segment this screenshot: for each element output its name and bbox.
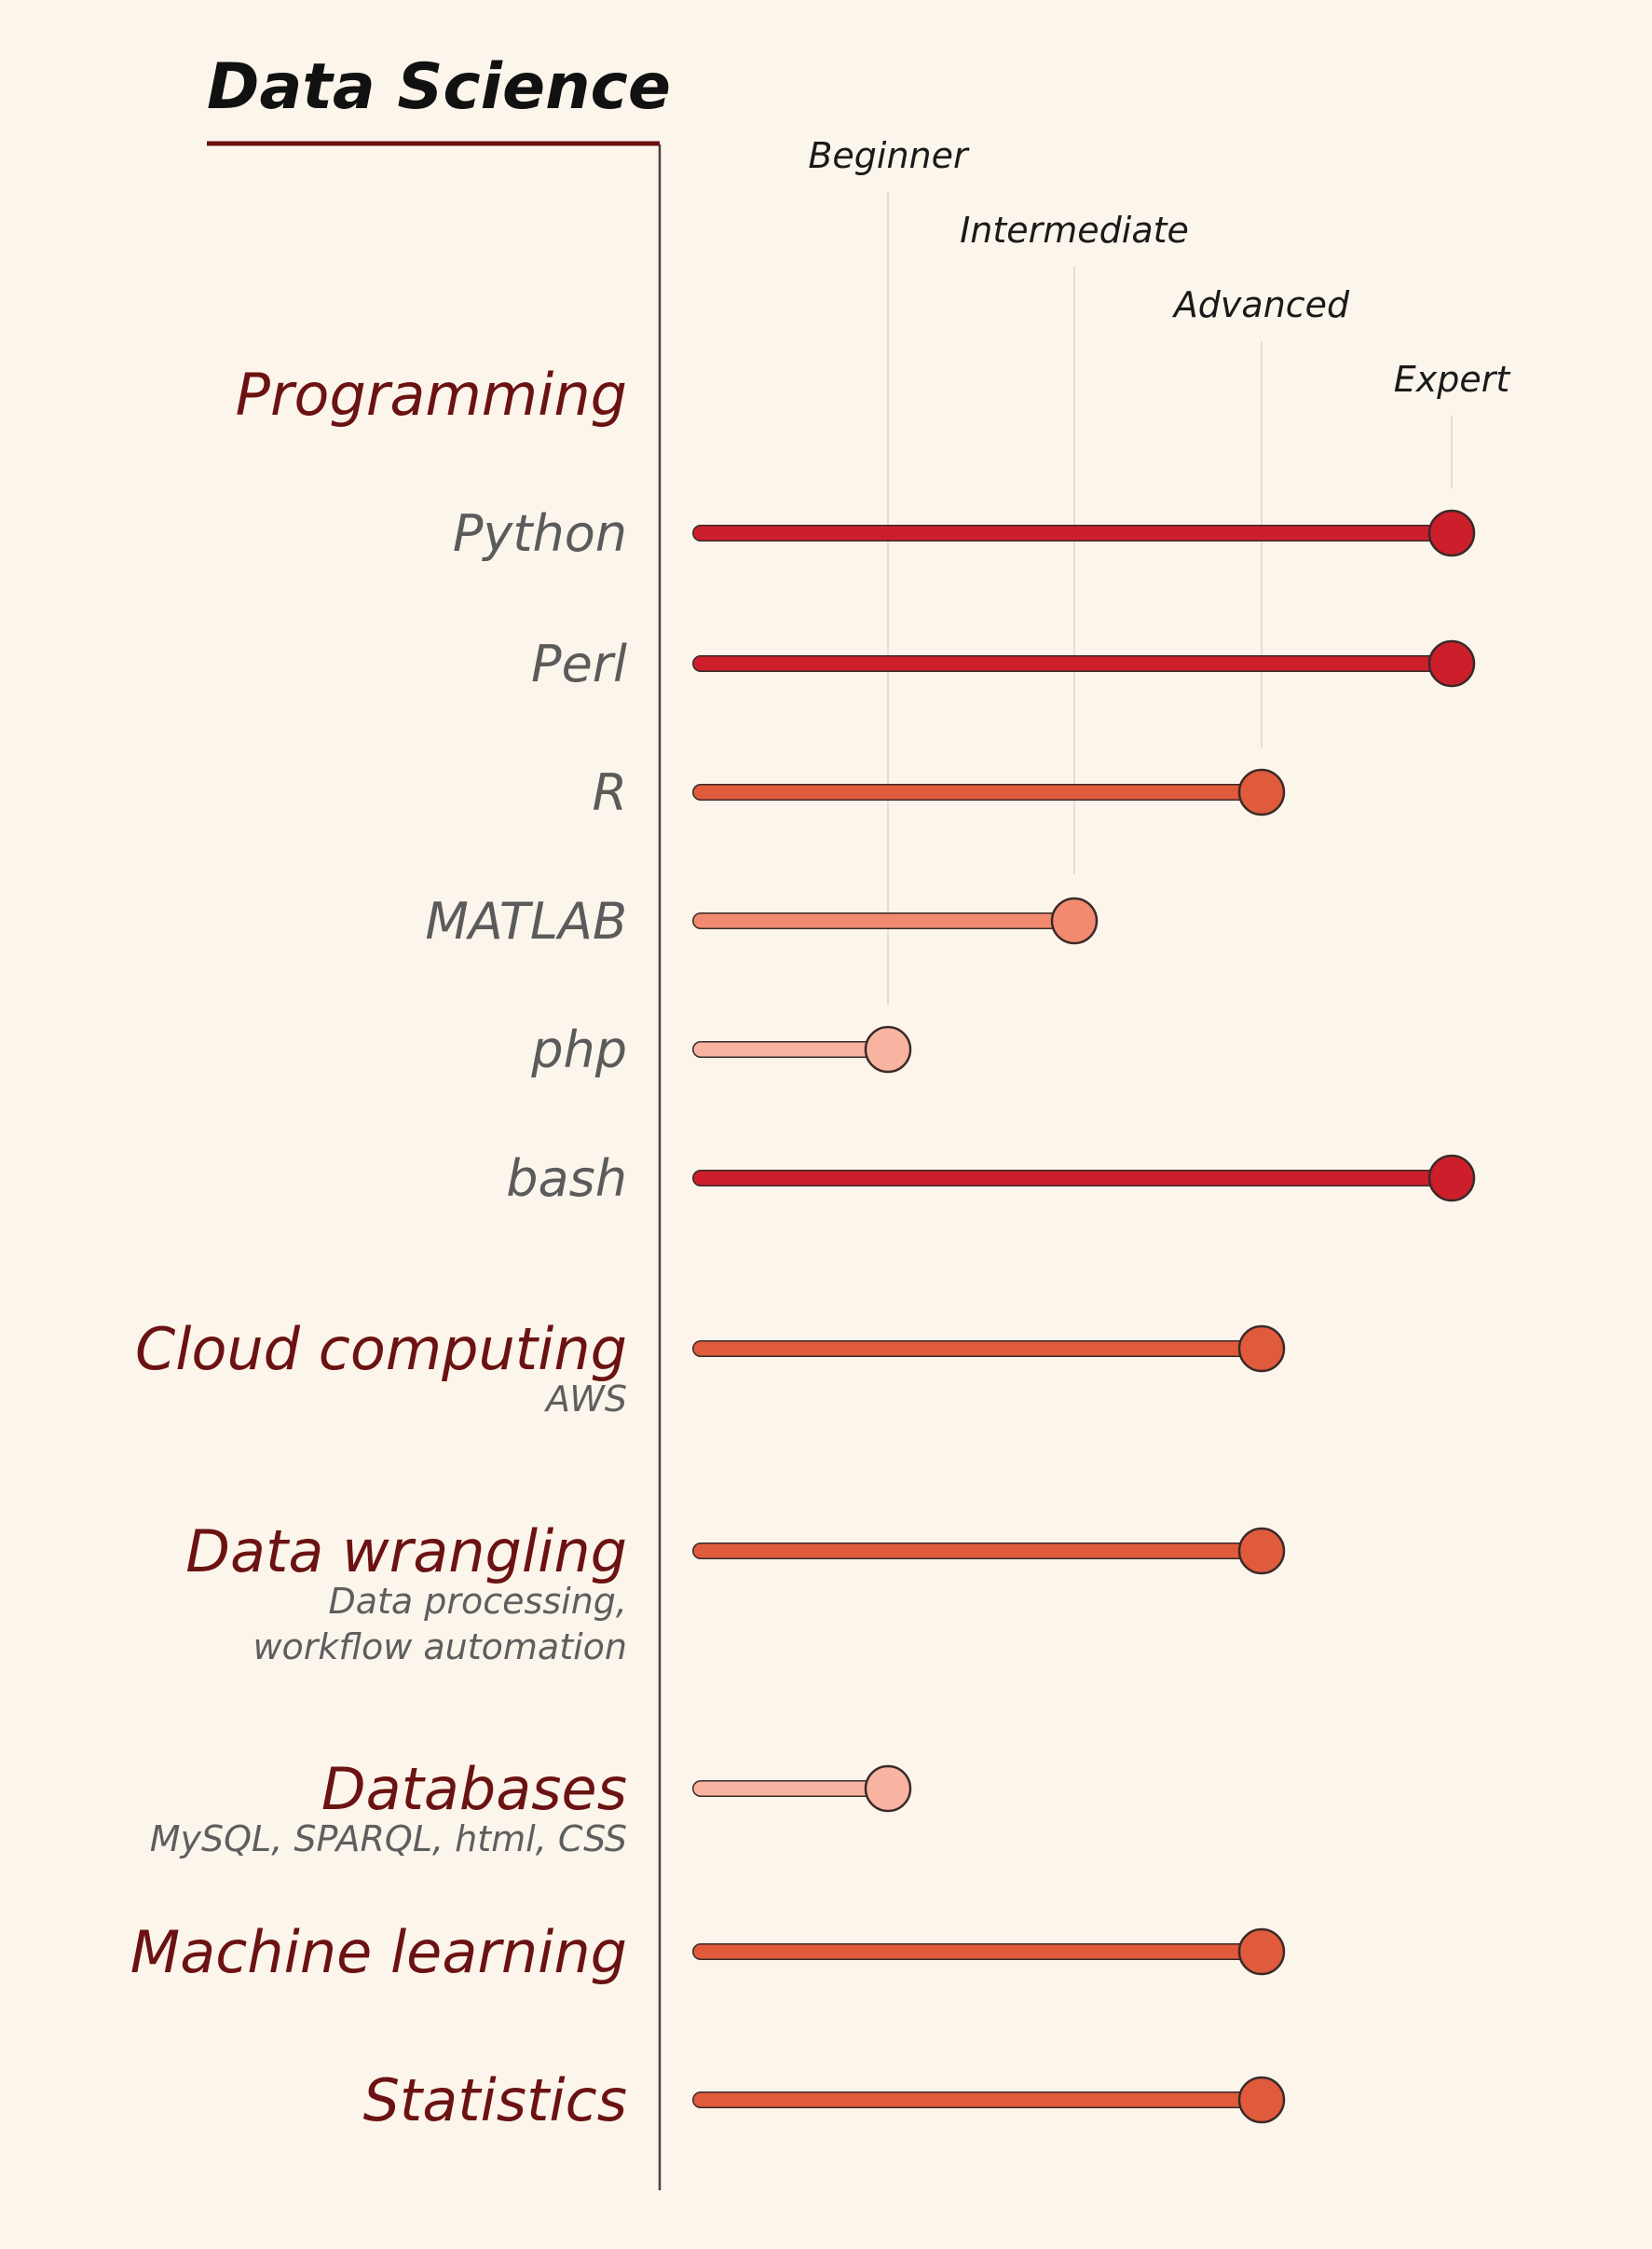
level-label-intermediate: Intermediate [960, 210, 1189, 251]
bar-dot [1427, 509, 1476, 557]
category-sublabel: Data processing, [328, 1581, 627, 1622]
bar-dot [1237, 2076, 1286, 2124]
bar-dot [1237, 1927, 1286, 1976]
row-programming: Programming [236, 361, 627, 429]
bar-dot [1050, 897, 1099, 945]
skill-label: Perl [531, 635, 627, 693]
row-python: Python [453, 504, 1476, 563]
level-label-beginner: Beginner [808, 135, 970, 176]
bar-dot [864, 1025, 912, 1074]
row-statistics: Statistics [363, 2066, 1286, 2134]
skill-label: php [530, 1021, 627, 1079]
bar-dot [1427, 639, 1476, 688]
row-php: php [530, 1021, 912, 1079]
category-label: Databases [321, 1755, 627, 1823]
row-r: R [592, 763, 1286, 822]
skill-label: bash [506, 1149, 627, 1208]
category-sublabel: AWS [543, 1378, 627, 1419]
category-sublabel: MySQL, SPARQL, html, CSS [150, 1818, 627, 1859]
skill-label: R [592, 763, 627, 822]
bar-dot [1237, 1527, 1286, 1575]
title-group: Data Science [207, 50, 671, 146]
bar-dot [1237, 1324, 1286, 1373]
category-label: Machine learning [130, 1918, 627, 1986]
row-matlab: MATLAB [425, 892, 1099, 951]
bar-dot [1237, 768, 1286, 816]
skill-label: Python [453, 504, 627, 563]
category-label: Statistics [363, 2066, 627, 2134]
skill-rows: Programming Python Perl R MATLAB php bash Cloud… [130, 361, 1476, 2134]
row-machine-learning: Machine learning [130, 1918, 1286, 1986]
level-label-expert: Expert [1394, 359, 1512, 400]
row-bash: bash [506, 1149, 1476, 1208]
chart-title: Data Science [207, 50, 671, 124]
category-label: Programming [236, 361, 627, 429]
bar-dot [1427, 1154, 1476, 1202]
category-label: Cloud computing [135, 1315, 627, 1383]
category-label: Data wrangling [185, 1517, 627, 1585]
level-labels: Beginner Intermediate Advanced Expert [808, 135, 1511, 400]
category-sublabel: workflow automation [253, 1626, 627, 1667]
row-perl: Perl [531, 635, 1476, 693]
level-guides [887, 192, 1453, 1005]
skill-label: MATLAB [425, 892, 627, 951]
bar-dot [864, 1764, 912, 1813]
level-label-advanced: Advanced [1171, 284, 1350, 325]
